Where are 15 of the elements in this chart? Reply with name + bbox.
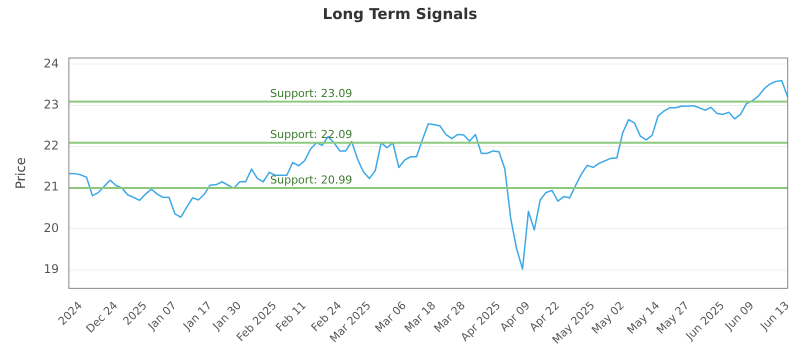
y-tick-label: 23 [44,97,59,112]
ref-line-label: Support: 22.09 [270,128,352,142]
y-tick-label: 20 [44,220,59,235]
x-tick-label: Dec 24 [84,298,120,336]
x-tick-label: Jan 07 [144,298,180,334]
y-tick-label: 19 [44,262,59,276]
chart-title: Long Term Signals [322,4,478,23]
y-tick-label: 24 [44,56,59,70]
y-axis-title: Price [14,157,30,190]
ref-line-label: Support: 20.99 [270,173,352,186]
ref-line-label: Support: 23.09 [270,86,352,100]
y-tick-label: 21 [44,180,59,194]
y-tick-label: 22 [44,138,59,153]
x-tick-label: Jun 13 [757,298,792,334]
x-tick-label: Jun 09 [722,298,756,334]
